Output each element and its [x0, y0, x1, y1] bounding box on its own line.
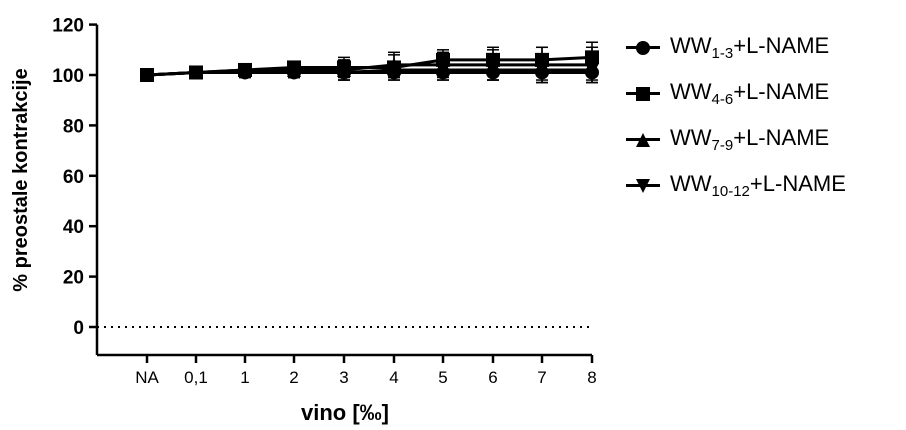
square-marker-icon — [636, 87, 650, 101]
legend-label-sub: 10-12 — [711, 183, 750, 200]
y-tick-label: 60 — [63, 167, 84, 188]
legend-label-main: WW — [670, 33, 712, 58]
triangle-up-marker-icon — [636, 133, 650, 147]
legend-label-sub: 7-9 — [711, 137, 734, 154]
legend-label-sub: 1-3 — [711, 45, 734, 62]
x-tick-label: 0,1 — [184, 368, 208, 387]
legend-label: WW7-9+L-NAME — [670, 125, 829, 154]
data-point — [140, 68, 154, 82]
x-tick-label: 3 — [339, 368, 348, 387]
legend-label-suffix: +L-NAME — [733, 125, 830, 150]
triangle-down-marker-icon — [636, 179, 650, 193]
y-tick-label: 100 — [52, 66, 84, 87]
x-tick-label: NA — [135, 368, 159, 387]
data-point — [337, 65, 351, 80]
legend-label-suffix: +L-NAME — [749, 171, 846, 196]
data-point — [436, 62, 450, 77]
data-point — [585, 50, 599, 65]
data-point — [585, 62, 599, 77]
data-point — [189, 65, 203, 80]
legend-label: WW10-12+L-NAME — [670, 171, 846, 200]
data-point — [535, 62, 549, 77]
x-axis-label: vino [‰] — [301, 400, 389, 425]
legend-label: WW1-3+L-NAME — [670, 33, 829, 62]
y-tick-label: 80 — [63, 116, 84, 137]
legend-label-suffix: +L-NAME — [733, 33, 830, 58]
x-tick-label: 4 — [389, 368, 398, 387]
y-tick-label: 0 — [73, 318, 84, 339]
plot-area — [140, 41, 599, 84]
series-line — [146, 68, 592, 77]
circle-marker-icon — [636, 41, 650, 55]
data-point — [238, 65, 252, 80]
x-tick-label: 7 — [537, 368, 546, 387]
axes: 0 20 40 60 80 100 120 NA 0,1 1 2 3 4 5 6 7 8 — [52, 16, 596, 387]
y-axis-label: % preostale kontrakcije — [10, 68, 32, 291]
legend-label-sub: 4-6 — [711, 91, 734, 108]
data-point — [486, 62, 500, 77]
legend-label-main: WW — [670, 171, 712, 196]
x-tick-label: 8 — [587, 368, 596, 387]
data-point — [387, 62, 401, 77]
legend-label-main: WW — [670, 79, 712, 104]
x-tick-label: 6 — [488, 368, 497, 387]
data-point — [287, 65, 301, 80]
y-tick-label: 120 — [52, 16, 84, 37]
x-tick-label: 5 — [438, 368, 447, 387]
x-tick-label: 1 — [240, 368, 249, 387]
legend-label: WW4-6+L-NAME — [670, 79, 829, 108]
legend-label-suffix: +L-NAME — [733, 79, 830, 104]
legend-label-main: WW — [670, 125, 712, 150]
x-tick-label: 2 — [289, 368, 298, 387]
y-tick-label: 20 — [63, 268, 84, 289]
y-tick-label: 40 — [63, 217, 84, 238]
